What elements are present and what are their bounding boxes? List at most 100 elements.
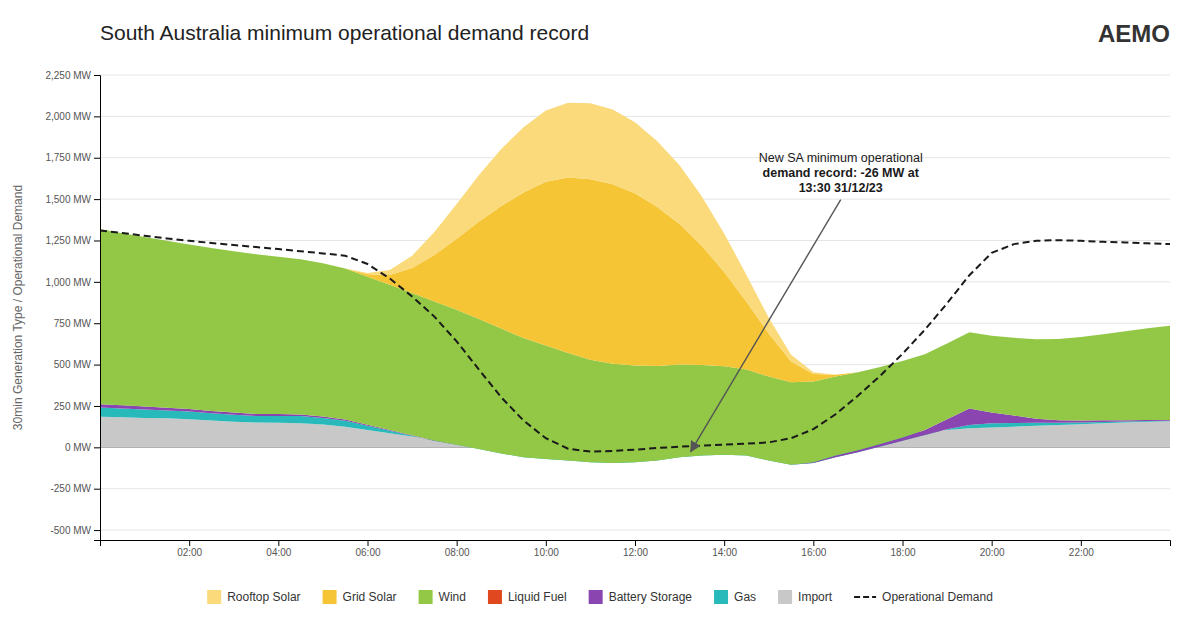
- x-tick: 20:00: [980, 540, 1005, 558]
- x-tick-mark: [278, 540, 279, 546]
- y-tick-label: 750 MW: [54, 318, 92, 329]
- y-tick-mark: [94, 282, 100, 283]
- x-tick-label: 22:00: [1069, 547, 1094, 558]
- y-tick: 2,250 MW: [45, 70, 100, 81]
- legend: Rooftop Solar Grid Solar Wind Liquid Fuel Ba…: [207, 590, 993, 604]
- x-tick-mark: [546, 540, 547, 546]
- legend-item: Grid Solar: [323, 590, 397, 604]
- x-tick-mark: [635, 540, 636, 546]
- y-tick-mark: [94, 75, 100, 76]
- y-tick: -500 MW: [50, 525, 100, 536]
- y-tick-mark: [94, 489, 100, 490]
- x-tick-label: 12:00: [623, 547, 648, 558]
- grid-line: [100, 530, 1170, 531]
- x-tick-mark: [457, 540, 458, 546]
- legend-item: Import: [778, 590, 833, 604]
- y-tick-mark: [94, 447, 100, 448]
- grid-line: [100, 116, 1170, 117]
- y-tick: -250 MW: [50, 483, 100, 494]
- legend-label: Import: [798, 590, 833, 604]
- legend-label: Operational Demand: [882, 590, 993, 604]
- x-tick: 14:00: [712, 540, 737, 558]
- annotation-line: demand record: -26 MW at: [763, 166, 920, 180]
- x-tick: 22:00: [1069, 540, 1094, 558]
- x-tick: 12:00: [623, 540, 648, 558]
- x-tick: 08:00: [445, 540, 470, 558]
- y-axis: -500 MW-250 MW0 MW250 MW500 MW750 MW1,00…: [45, 70, 100, 541]
- legend-swatch: [323, 590, 337, 604]
- legend-label: Battery Storage: [609, 590, 693, 604]
- legend-swatch: [419, 590, 433, 604]
- area: [100, 178, 1170, 383]
- area: [100, 103, 1170, 375]
- x-tick-label: 06:00: [355, 547, 380, 558]
- x-tick-label: 02:00: [177, 547, 202, 558]
- y-tick: 1,500 MW: [45, 194, 100, 205]
- y-tick-label: 1,250 MW: [45, 235, 91, 246]
- chart: -500 MW-250 MW0 MW250 MW500 MW750 MW1,00…: [0, 0, 1200, 625]
- y-tick-mark: [94, 199, 100, 200]
- x-tick-mark: [189, 540, 190, 546]
- x-tick-label: 08:00: [445, 547, 470, 558]
- y-tick: 1,250 MW: [45, 235, 100, 246]
- y-tick-label: 0 MW: [65, 442, 92, 453]
- annotation: New SA minimum operationaldemand record:…: [759, 151, 923, 195]
- legend-label: Grid Solar: [343, 590, 397, 604]
- legend-swatch: [854, 596, 876, 598]
- y-tick-label: -500 MW: [50, 525, 91, 536]
- legend-item: Rooftop Solar: [207, 590, 300, 604]
- y-tick: 2,000 MW: [45, 111, 100, 122]
- y-tick-label: 2,000 MW: [45, 111, 91, 122]
- y-tick: 1,000 MW: [45, 277, 100, 288]
- y-tick-mark: [94, 158, 100, 159]
- legend-swatch: [488, 590, 502, 604]
- y-tick-mark: [94, 116, 100, 117]
- y-tick-label: 1,500 MW: [45, 194, 91, 205]
- legend-swatch: [589, 590, 603, 604]
- y-tick-label: 1,000 MW: [45, 277, 91, 288]
- y-tick-mark: [94, 406, 100, 407]
- legend-item: Battery Storage: [589, 590, 693, 604]
- y-tick-mark: [94, 365, 100, 366]
- legend-item: Gas: [714, 590, 756, 604]
- legend-swatch: [207, 590, 221, 604]
- legend-label: Liquid Fuel: [508, 590, 567, 604]
- legend-item: Operational Demand: [854, 590, 993, 604]
- y-tick-label: -250 MW: [50, 483, 91, 494]
- grid-line: [100, 75, 1170, 76]
- line: [100, 231, 1170, 452]
- x-tick-mark: [813, 540, 814, 546]
- annotation-line: New SA minimum operational: [759, 151, 923, 165]
- y-tick-label: 1,750 MW: [45, 152, 91, 163]
- annotation-line: 13:30 31/12/23: [799, 181, 883, 195]
- brand: AEMO: [1098, 20, 1170, 47]
- y-axis-title: 30min Generation Type / Operational Dema…: [11, 185, 25, 430]
- x-tick-label: 16:00: [801, 547, 826, 558]
- legend-item: Liquid Fuel: [488, 590, 567, 604]
- x-tick: 10:00: [534, 540, 559, 558]
- x-tick-label: 20:00: [980, 547, 1005, 558]
- y-tick: 750 MW: [54, 318, 100, 329]
- x-tick-label: 18:00: [890, 547, 915, 558]
- legend-swatch: [714, 590, 728, 604]
- y-axis-line: [94, 76, 101, 541]
- x-tick-label: 14:00: [712, 547, 737, 558]
- y-tick: 0 MW: [65, 442, 100, 453]
- y-tick-mark: [94, 530, 100, 531]
- legend-item: Wind: [419, 590, 466, 604]
- legend-label: Rooftop Solar: [227, 590, 300, 604]
- y-tick: 1,750 MW: [45, 152, 100, 163]
- plot-area: [100, 103, 1170, 465]
- x-tick-label: 04:00: [266, 547, 291, 558]
- x-tick: 02:00: [177, 540, 202, 558]
- x-tick: 18:00: [890, 540, 915, 558]
- x-tick-mark: [992, 540, 993, 546]
- x-tick-mark: [903, 540, 904, 546]
- x-axis-line: [101, 541, 1171, 547]
- x-tick-mark: [724, 540, 725, 546]
- x-tick-label: 10:00: [534, 547, 559, 558]
- x-axis: 02:00 04:00 06:00 08:00 10:00 12:00 14:00 16:00…: [101, 540, 1171, 558]
- legend-swatch: [778, 590, 792, 604]
- annotation-arrow: [691, 200, 841, 452]
- x-tick-mark: [1081, 540, 1082, 546]
